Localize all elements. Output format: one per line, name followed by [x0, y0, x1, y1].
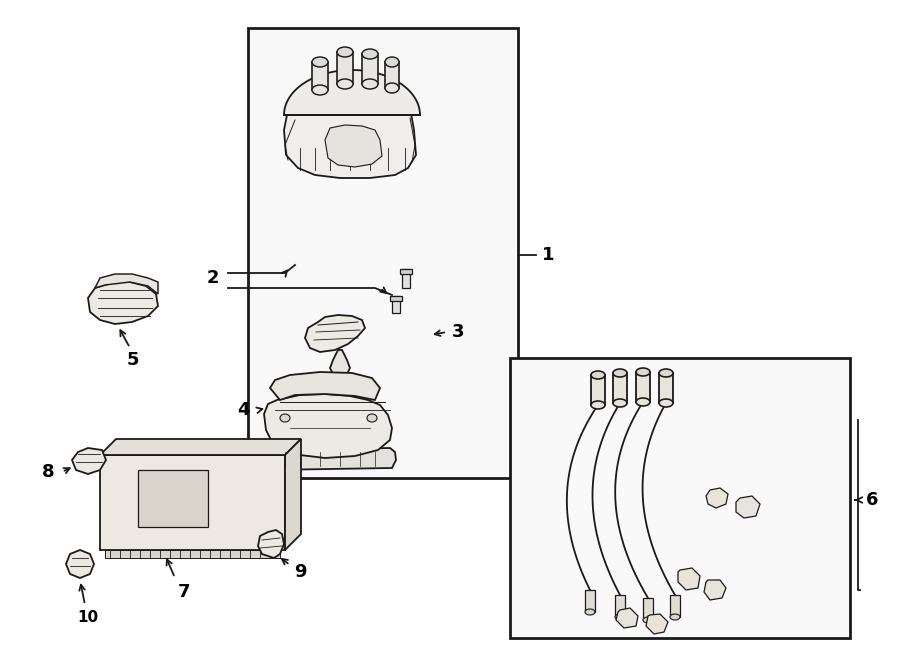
Ellipse shape — [585, 609, 595, 615]
Polygon shape — [105, 550, 280, 558]
Ellipse shape — [659, 399, 673, 407]
Polygon shape — [670, 595, 680, 617]
Polygon shape — [646, 614, 668, 634]
Polygon shape — [95, 274, 158, 294]
Polygon shape — [659, 373, 673, 403]
Polygon shape — [591, 375, 605, 405]
Text: 7: 7 — [178, 583, 190, 601]
Polygon shape — [72, 448, 106, 474]
Ellipse shape — [636, 368, 650, 376]
Ellipse shape — [385, 57, 399, 67]
Polygon shape — [284, 80, 416, 178]
Text: 1: 1 — [542, 246, 554, 264]
Polygon shape — [704, 580, 726, 600]
Ellipse shape — [312, 85, 328, 95]
Ellipse shape — [312, 57, 328, 67]
Ellipse shape — [591, 371, 605, 379]
Ellipse shape — [362, 49, 378, 59]
Polygon shape — [285, 439, 301, 550]
Polygon shape — [678, 568, 700, 590]
Ellipse shape — [362, 79, 378, 89]
Ellipse shape — [613, 399, 627, 407]
Polygon shape — [615, 595, 625, 617]
Polygon shape — [337, 52, 353, 84]
Text: 6: 6 — [866, 491, 878, 509]
Polygon shape — [390, 296, 402, 301]
Polygon shape — [262, 448, 396, 470]
Polygon shape — [385, 62, 399, 88]
Polygon shape — [270, 372, 380, 400]
Bar — [510, 358, 850, 638]
Text: 2: 2 — [207, 269, 220, 287]
Polygon shape — [636, 372, 650, 402]
Text: 5: 5 — [127, 351, 140, 369]
Ellipse shape — [337, 79, 353, 89]
Polygon shape — [284, 70, 420, 115]
Polygon shape — [100, 439, 301, 455]
Ellipse shape — [591, 401, 605, 409]
Polygon shape — [392, 296, 400, 313]
Polygon shape — [66, 550, 94, 578]
Polygon shape — [362, 54, 378, 84]
Polygon shape — [402, 269, 410, 288]
Polygon shape — [616, 608, 638, 628]
Polygon shape — [88, 282, 158, 324]
Ellipse shape — [613, 369, 627, 377]
Polygon shape — [330, 350, 350, 376]
Polygon shape — [400, 269, 412, 274]
Polygon shape — [258, 530, 284, 558]
Polygon shape — [138, 470, 208, 527]
Polygon shape — [325, 125, 382, 167]
Text: 3: 3 — [452, 323, 464, 341]
Ellipse shape — [367, 414, 377, 422]
Polygon shape — [264, 394, 392, 458]
Polygon shape — [736, 496, 760, 518]
Ellipse shape — [636, 398, 650, 406]
Bar — [248, 28, 518, 478]
Text: 8: 8 — [41, 463, 54, 481]
Polygon shape — [706, 488, 728, 508]
Text: 9: 9 — [293, 563, 306, 581]
Ellipse shape — [280, 414, 290, 422]
Polygon shape — [613, 373, 627, 403]
Polygon shape — [305, 315, 365, 352]
Polygon shape — [643, 598, 653, 620]
Ellipse shape — [337, 47, 353, 57]
Ellipse shape — [659, 369, 673, 377]
Polygon shape — [312, 62, 328, 90]
Text: 4: 4 — [237, 401, 249, 419]
Polygon shape — [585, 590, 595, 612]
Ellipse shape — [615, 614, 625, 620]
Text: 10: 10 — [77, 611, 99, 625]
Ellipse shape — [670, 614, 680, 620]
Polygon shape — [100, 455, 285, 550]
Ellipse shape — [385, 83, 399, 93]
Ellipse shape — [643, 617, 653, 623]
